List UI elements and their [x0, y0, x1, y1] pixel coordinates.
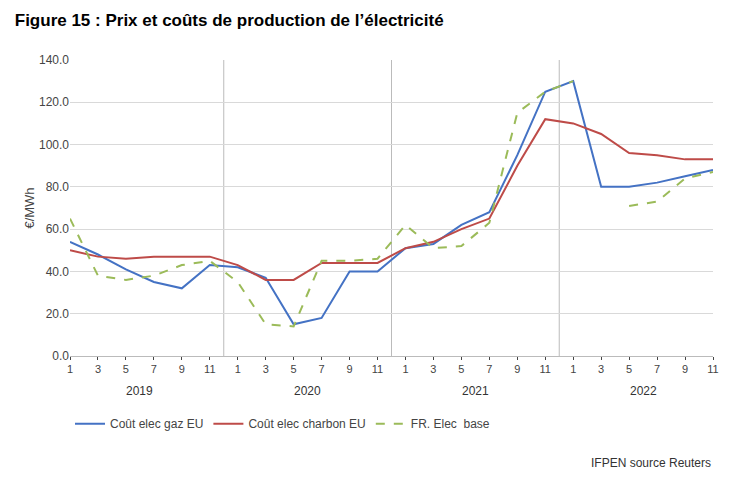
svg-text:7: 7 [151, 363, 157, 375]
svg-text:€/MWh: €/MWh [22, 187, 37, 228]
svg-text:60.0: 60.0 [46, 222, 70, 236]
svg-text:9: 9 [179, 363, 185, 375]
svg-text:2022: 2022 [630, 384, 657, 398]
svg-text:3: 3 [598, 363, 604, 375]
svg-text:11: 11 [204, 363, 215, 375]
svg-text:7: 7 [486, 363, 492, 375]
svg-text:5: 5 [626, 363, 632, 375]
svg-text:7: 7 [319, 363, 325, 375]
svg-text:20.0: 20.0 [46, 307, 70, 321]
svg-text:120.0: 120.0 [39, 95, 69, 109]
svg-text:80.0: 80.0 [46, 180, 70, 194]
svg-text:2019: 2019 [126, 384, 153, 398]
svg-text:1: 1 [570, 363, 576, 375]
svg-text:5: 5 [458, 363, 464, 375]
svg-text:1: 1 [235, 363, 241, 375]
svg-text:140.0: 140.0 [39, 53, 69, 67]
svg-text:5: 5 [123, 363, 129, 375]
svg-text:Coût elec charbon EU: Coût elec charbon EU [248, 417, 365, 431]
svg-text:Coût elec gaz EU: Coût elec gaz EU [110, 417, 203, 431]
svg-text:FR. Elec base: FR. Elec base [411, 417, 490, 431]
svg-text:IFPEN source Reuters: IFPEN source Reuters [591, 456, 711, 470]
svg-text:2021: 2021 [462, 384, 489, 398]
svg-text:9: 9 [514, 363, 520, 375]
svg-text:3: 3 [263, 363, 269, 375]
svg-text:1: 1 [67, 363, 73, 375]
svg-text:11: 11 [540, 363, 551, 375]
svg-text:9: 9 [347, 363, 353, 375]
svg-text:3: 3 [95, 363, 101, 375]
svg-text:7: 7 [654, 363, 660, 375]
svg-text:1: 1 [402, 363, 408, 375]
svg-text:3: 3 [430, 363, 436, 375]
svg-text:9: 9 [682, 363, 688, 375]
svg-text:2020: 2020 [294, 384, 321, 398]
svg-text:0.0: 0.0 [52, 349, 69, 363]
svg-text:11: 11 [707, 363, 718, 375]
svg-text:5: 5 [291, 363, 297, 375]
svg-text:100.0: 100.0 [39, 138, 69, 152]
svg-text:11: 11 [372, 363, 383, 375]
svg-text:Figure 15 : Prix et coûts de p: Figure 15 : Prix et coûts de production … [15, 11, 444, 30]
svg-text:40.0: 40.0 [46, 265, 70, 279]
